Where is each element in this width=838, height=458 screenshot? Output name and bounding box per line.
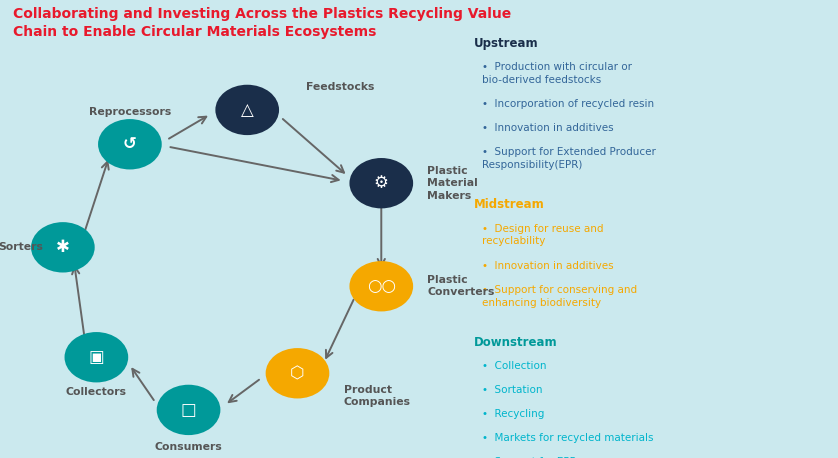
Text: Plastic
Converters: Plastic Converters (427, 275, 494, 297)
Text: •  Recycling: • Recycling (482, 409, 544, 419)
Ellipse shape (266, 348, 329, 398)
Text: ⚙: ⚙ (374, 174, 389, 192)
Ellipse shape (215, 85, 279, 135)
Text: Product
Companies: Product Companies (344, 385, 411, 407)
Ellipse shape (349, 158, 413, 208)
Text: Reprocessors: Reprocessors (89, 107, 171, 117)
Text: •  Production with circular or
bio-derived feedstocks: • Production with circular or bio-derive… (482, 62, 632, 85)
Text: •  Support for conserving and
enhancing biodiversity: • Support for conserving and enhancing b… (482, 285, 637, 308)
Text: Downstream: Downstream (473, 336, 557, 349)
Text: ✱: ✱ (56, 238, 70, 256)
Text: ↺: ↺ (123, 135, 137, 153)
Text: □: □ (181, 401, 196, 419)
Text: ▣: ▣ (89, 348, 104, 366)
Text: •  Innovation in additives: • Innovation in additives (482, 123, 613, 133)
Text: Chain to Enable Circular Materials Ecosystems: Chain to Enable Circular Materials Ecosy… (13, 25, 376, 39)
Text: •  Incorporation of recycled resin: • Incorporation of recycled resin (482, 99, 654, 109)
Text: •  Support for Extended Producer
Responsibility(EPR): • Support for Extended Producer Responsi… (482, 147, 655, 170)
Text: ⬡: ⬡ (290, 364, 305, 382)
Ellipse shape (157, 385, 220, 435)
Text: •  Design for reuse and
recyclability: • Design for reuse and recyclability (482, 224, 603, 246)
Text: Feedstocks: Feedstocks (306, 82, 375, 92)
Ellipse shape (65, 332, 128, 382)
Text: Consumers: Consumers (155, 442, 222, 452)
Text: Midstream: Midstream (473, 198, 544, 211)
Text: Collectors: Collectors (66, 387, 127, 397)
Text: Plastic
Material
Makers: Plastic Material Makers (427, 166, 478, 201)
Text: •  Collection: • Collection (482, 361, 546, 371)
Text: •  Innovation in additives: • Innovation in additives (482, 261, 613, 271)
Text: Upstream: Upstream (473, 37, 538, 49)
Text: •  Markets for recycled materials: • Markets for recycled materials (482, 433, 654, 443)
Text: •  Support for EPR: • Support for EPR (482, 457, 577, 458)
Text: Sorters: Sorters (0, 242, 44, 252)
Text: •  Sortation: • Sortation (482, 385, 542, 395)
Text: Collaborating and Investing Across the Plastics Recycling Value: Collaborating and Investing Across the P… (13, 7, 511, 21)
Ellipse shape (31, 222, 95, 273)
Text: △: △ (241, 101, 254, 119)
Ellipse shape (349, 261, 413, 311)
Text: ○○: ○○ (367, 277, 396, 295)
Ellipse shape (98, 119, 162, 169)
